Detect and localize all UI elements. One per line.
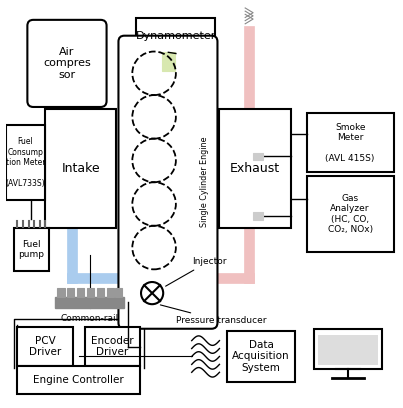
- Text: Dynamometer: Dynamometer: [136, 31, 216, 41]
- Bar: [85, 327, 140, 366]
- Text: Exhaust: Exhaust: [230, 162, 280, 175]
- Bar: [314, 329, 382, 369]
- Bar: [307, 113, 394, 172]
- Text: Fuel
pump: Fuel pump: [18, 240, 44, 259]
- Bar: [212, 273, 254, 283]
- Bar: [45, 109, 116, 228]
- Bar: [162, 52, 174, 71]
- Text: Intake: Intake: [62, 162, 100, 175]
- Text: Smoke
Meter

(AVL 415S): Smoke Meter (AVL 415S): [326, 122, 375, 163]
- Bar: [136, 18, 216, 53]
- Text: Pressure transducer: Pressure transducer: [160, 305, 266, 325]
- Bar: [17, 366, 140, 394]
- Bar: [77, 288, 84, 297]
- Bar: [227, 331, 295, 382]
- Text: Encoder
Driver: Encoder Driver: [91, 336, 134, 357]
- Text: Gas
Analyzer
(HC, CO,
CO₂, NOx): Gas Analyzer (HC, CO, CO₂, NOx): [328, 194, 373, 234]
- Bar: [6, 125, 45, 200]
- Text: PCV
Driver: PCV Driver: [29, 336, 61, 357]
- Text: Single Cylinder Engine: Single Cylinder Engine: [200, 137, 209, 228]
- Text: Fuel
Consump
tion Meter

(AVL733S): Fuel Consump tion Meter (AVL733S): [6, 137, 45, 188]
- Bar: [220, 109, 291, 228]
- FancyBboxPatch shape: [27, 20, 106, 107]
- Text: Injector: Injector: [166, 257, 226, 286]
- Bar: [67, 288, 75, 297]
- Bar: [307, 176, 394, 251]
- Bar: [244, 26, 254, 117]
- Bar: [115, 288, 122, 297]
- Bar: [17, 327, 73, 366]
- Bar: [67, 273, 132, 283]
- Text: Air
compres
sor: Air compres sor: [43, 47, 91, 80]
- Bar: [244, 228, 254, 283]
- Circle shape: [141, 282, 163, 304]
- Bar: [97, 288, 104, 297]
- Text: Engine Controller: Engine Controller: [33, 375, 124, 385]
- Bar: [318, 335, 378, 365]
- Bar: [253, 153, 264, 160]
- Text: Common-rail: Common-rail: [60, 314, 119, 323]
- Bar: [67, 109, 77, 283]
- Bar: [87, 288, 94, 297]
- Bar: [55, 297, 125, 308]
- Bar: [253, 212, 264, 220]
- FancyBboxPatch shape: [118, 35, 218, 329]
- Bar: [107, 288, 114, 297]
- Bar: [58, 288, 64, 297]
- Text: Data
Acquisition
System: Data Acquisition System: [232, 340, 290, 373]
- Bar: [14, 228, 49, 271]
